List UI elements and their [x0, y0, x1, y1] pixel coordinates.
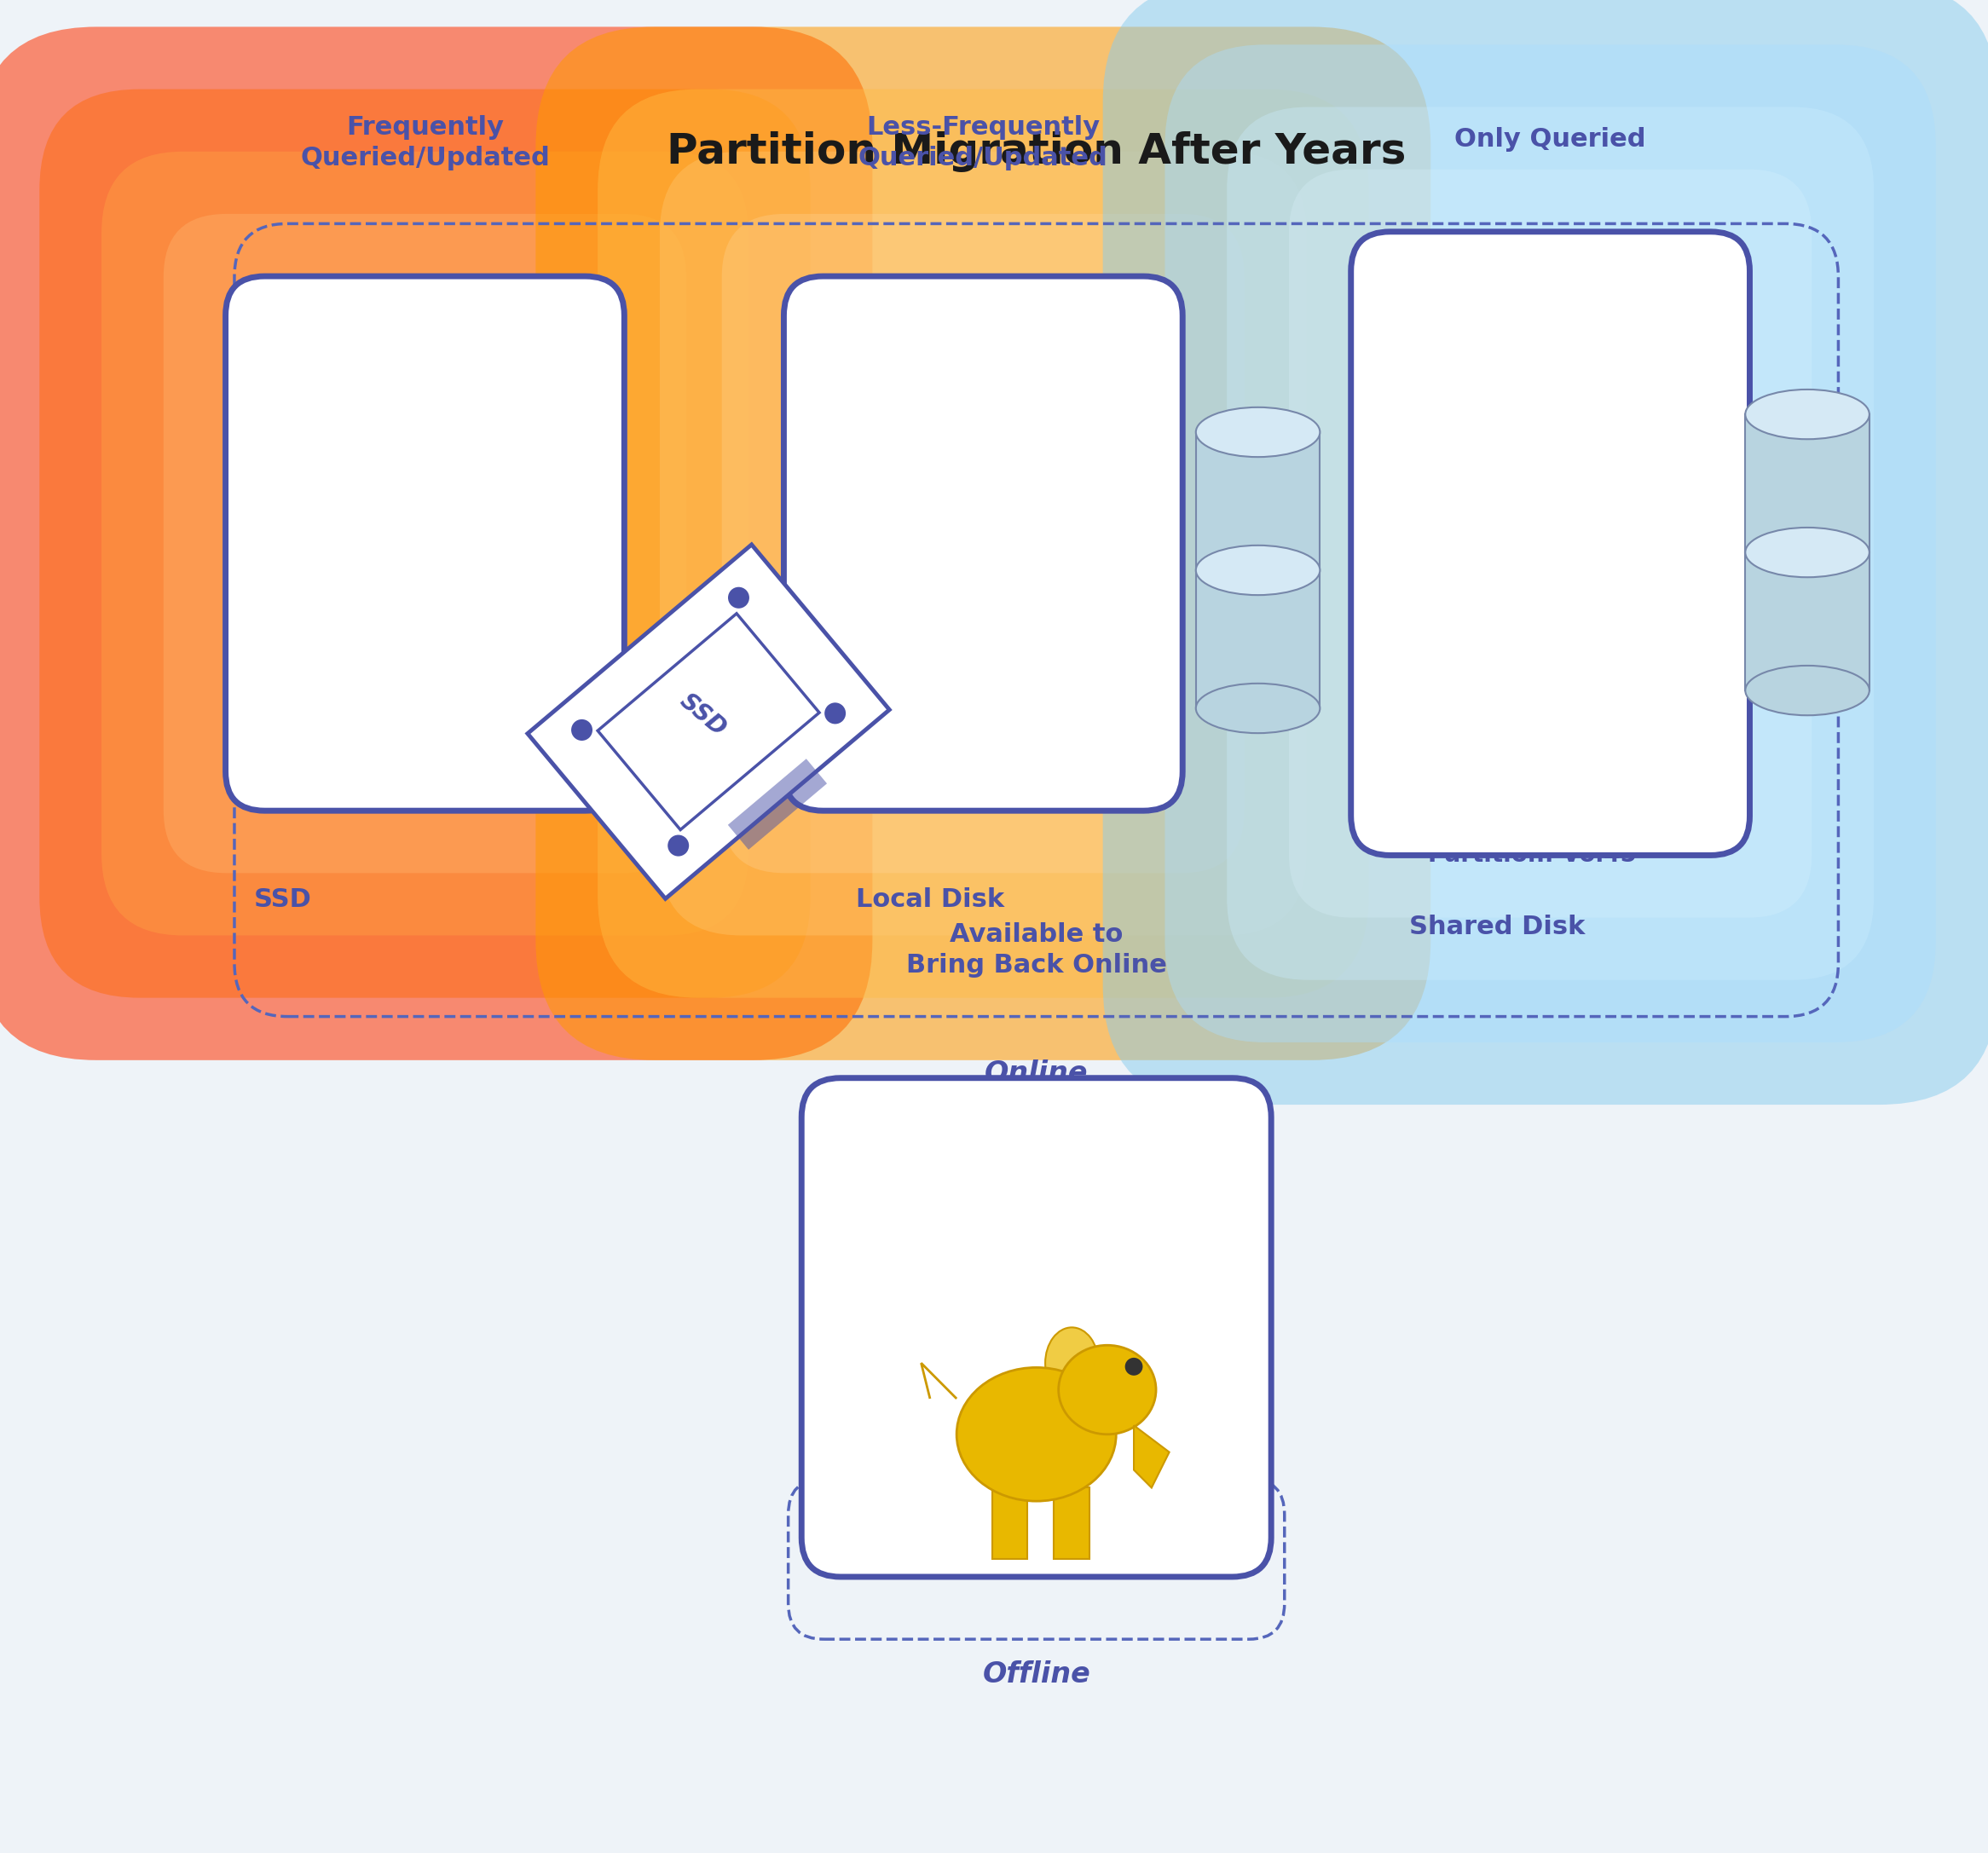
FancyBboxPatch shape	[1165, 44, 1936, 1043]
FancyBboxPatch shape	[225, 276, 624, 812]
FancyBboxPatch shape	[1103, 0, 1988, 1104]
FancyBboxPatch shape	[1227, 107, 1875, 980]
FancyBboxPatch shape	[801, 1078, 1270, 1577]
Text: Partition: Vol40: Partition: Vol40	[1427, 335, 1636, 359]
FancyBboxPatch shape	[40, 89, 811, 997]
Ellipse shape	[1058, 1345, 1155, 1434]
Circle shape	[1125, 1358, 1143, 1375]
Text: Partitions: Vol1-Vol39: Partitions: Vol1-Vol39	[885, 1191, 1189, 1214]
FancyBboxPatch shape	[1745, 415, 1869, 552]
Ellipse shape	[1745, 528, 1869, 578]
Text: Partition: Vol44: Partition: Vol44	[1427, 741, 1636, 765]
Text: Local Disk: Local Disk	[855, 888, 1004, 912]
FancyBboxPatch shape	[163, 213, 686, 873]
FancyBboxPatch shape	[1197, 432, 1320, 571]
FancyBboxPatch shape	[783, 276, 1183, 812]
Text: (Outside MarkLogic): (Outside MarkLogic)	[895, 1316, 1179, 1340]
Polygon shape	[728, 758, 827, 851]
Ellipse shape	[956, 1368, 1115, 1501]
Text: Shared Disk: Shared Disk	[1409, 914, 1584, 939]
Text: Partition: Vol50: Partition: Vol50	[302, 517, 511, 541]
FancyBboxPatch shape	[1745, 552, 1869, 691]
Text: Partition: Vol45: Partition: Vol45	[1427, 843, 1636, 867]
FancyBboxPatch shape	[660, 152, 1306, 936]
FancyBboxPatch shape	[598, 89, 1368, 997]
Ellipse shape	[1745, 665, 1869, 715]
Text: Partition: Vol41: Partition: Vol41	[1427, 437, 1636, 461]
Polygon shape	[527, 545, 889, 899]
Ellipse shape	[1197, 545, 1320, 595]
Text: Available to
Bring Back Online: Available to Bring Back Online	[907, 923, 1167, 977]
Circle shape	[728, 587, 749, 608]
Ellipse shape	[1197, 684, 1320, 734]
Polygon shape	[1133, 1425, 1169, 1488]
Text: Partition: Vol47: Partition: Vol47	[861, 500, 1070, 523]
Text: SSD: SSD	[674, 689, 732, 741]
Text: Partition: Vol48: Partition: Vol48	[861, 610, 1070, 634]
Text: Offline: Offline	[982, 1660, 1089, 1688]
Text: Frequently
Queried/Updated: Frequently Queried/Updated	[300, 115, 551, 170]
FancyBboxPatch shape	[1197, 571, 1320, 708]
Ellipse shape	[1745, 389, 1869, 439]
Text: Only Queried: Only Queried	[1455, 126, 1646, 152]
Text: Partition: Vol46: Partition: Vol46	[861, 389, 1070, 413]
Text: Partition: Vol43: Partition: Vol43	[1427, 641, 1636, 663]
Text: HOT: HOT	[374, 673, 441, 700]
Text: Online: Online	[984, 1060, 1087, 1088]
FancyBboxPatch shape	[1054, 1488, 1089, 1558]
Text: Partition Migration After Years: Partition Migration After Years	[666, 132, 1406, 172]
Text: SSD: SSD	[254, 888, 312, 912]
FancyBboxPatch shape	[1352, 232, 1749, 856]
FancyBboxPatch shape	[101, 152, 747, 936]
FancyBboxPatch shape	[535, 26, 1431, 1060]
Text: HDFS: HDFS	[996, 1547, 1076, 1571]
Text: Partition: Vol49: Partition: Vol49	[302, 389, 511, 413]
Ellipse shape	[1197, 408, 1320, 458]
FancyBboxPatch shape	[992, 1488, 1028, 1558]
Text: Partition: Vol42: Partition: Vol42	[1427, 539, 1636, 563]
Text: COLD: COLD	[1489, 743, 1576, 771]
FancyBboxPatch shape	[722, 213, 1244, 873]
Ellipse shape	[1046, 1327, 1099, 1399]
Text: WARM: WARM	[914, 673, 1016, 700]
Circle shape	[668, 836, 690, 856]
Text: Less-Frequently
Queried/Updated: Less-Frequently Queried/Updated	[859, 115, 1107, 170]
Circle shape	[571, 719, 592, 741]
Circle shape	[825, 702, 845, 725]
FancyBboxPatch shape	[1288, 169, 1811, 917]
FancyBboxPatch shape	[0, 26, 873, 1060]
